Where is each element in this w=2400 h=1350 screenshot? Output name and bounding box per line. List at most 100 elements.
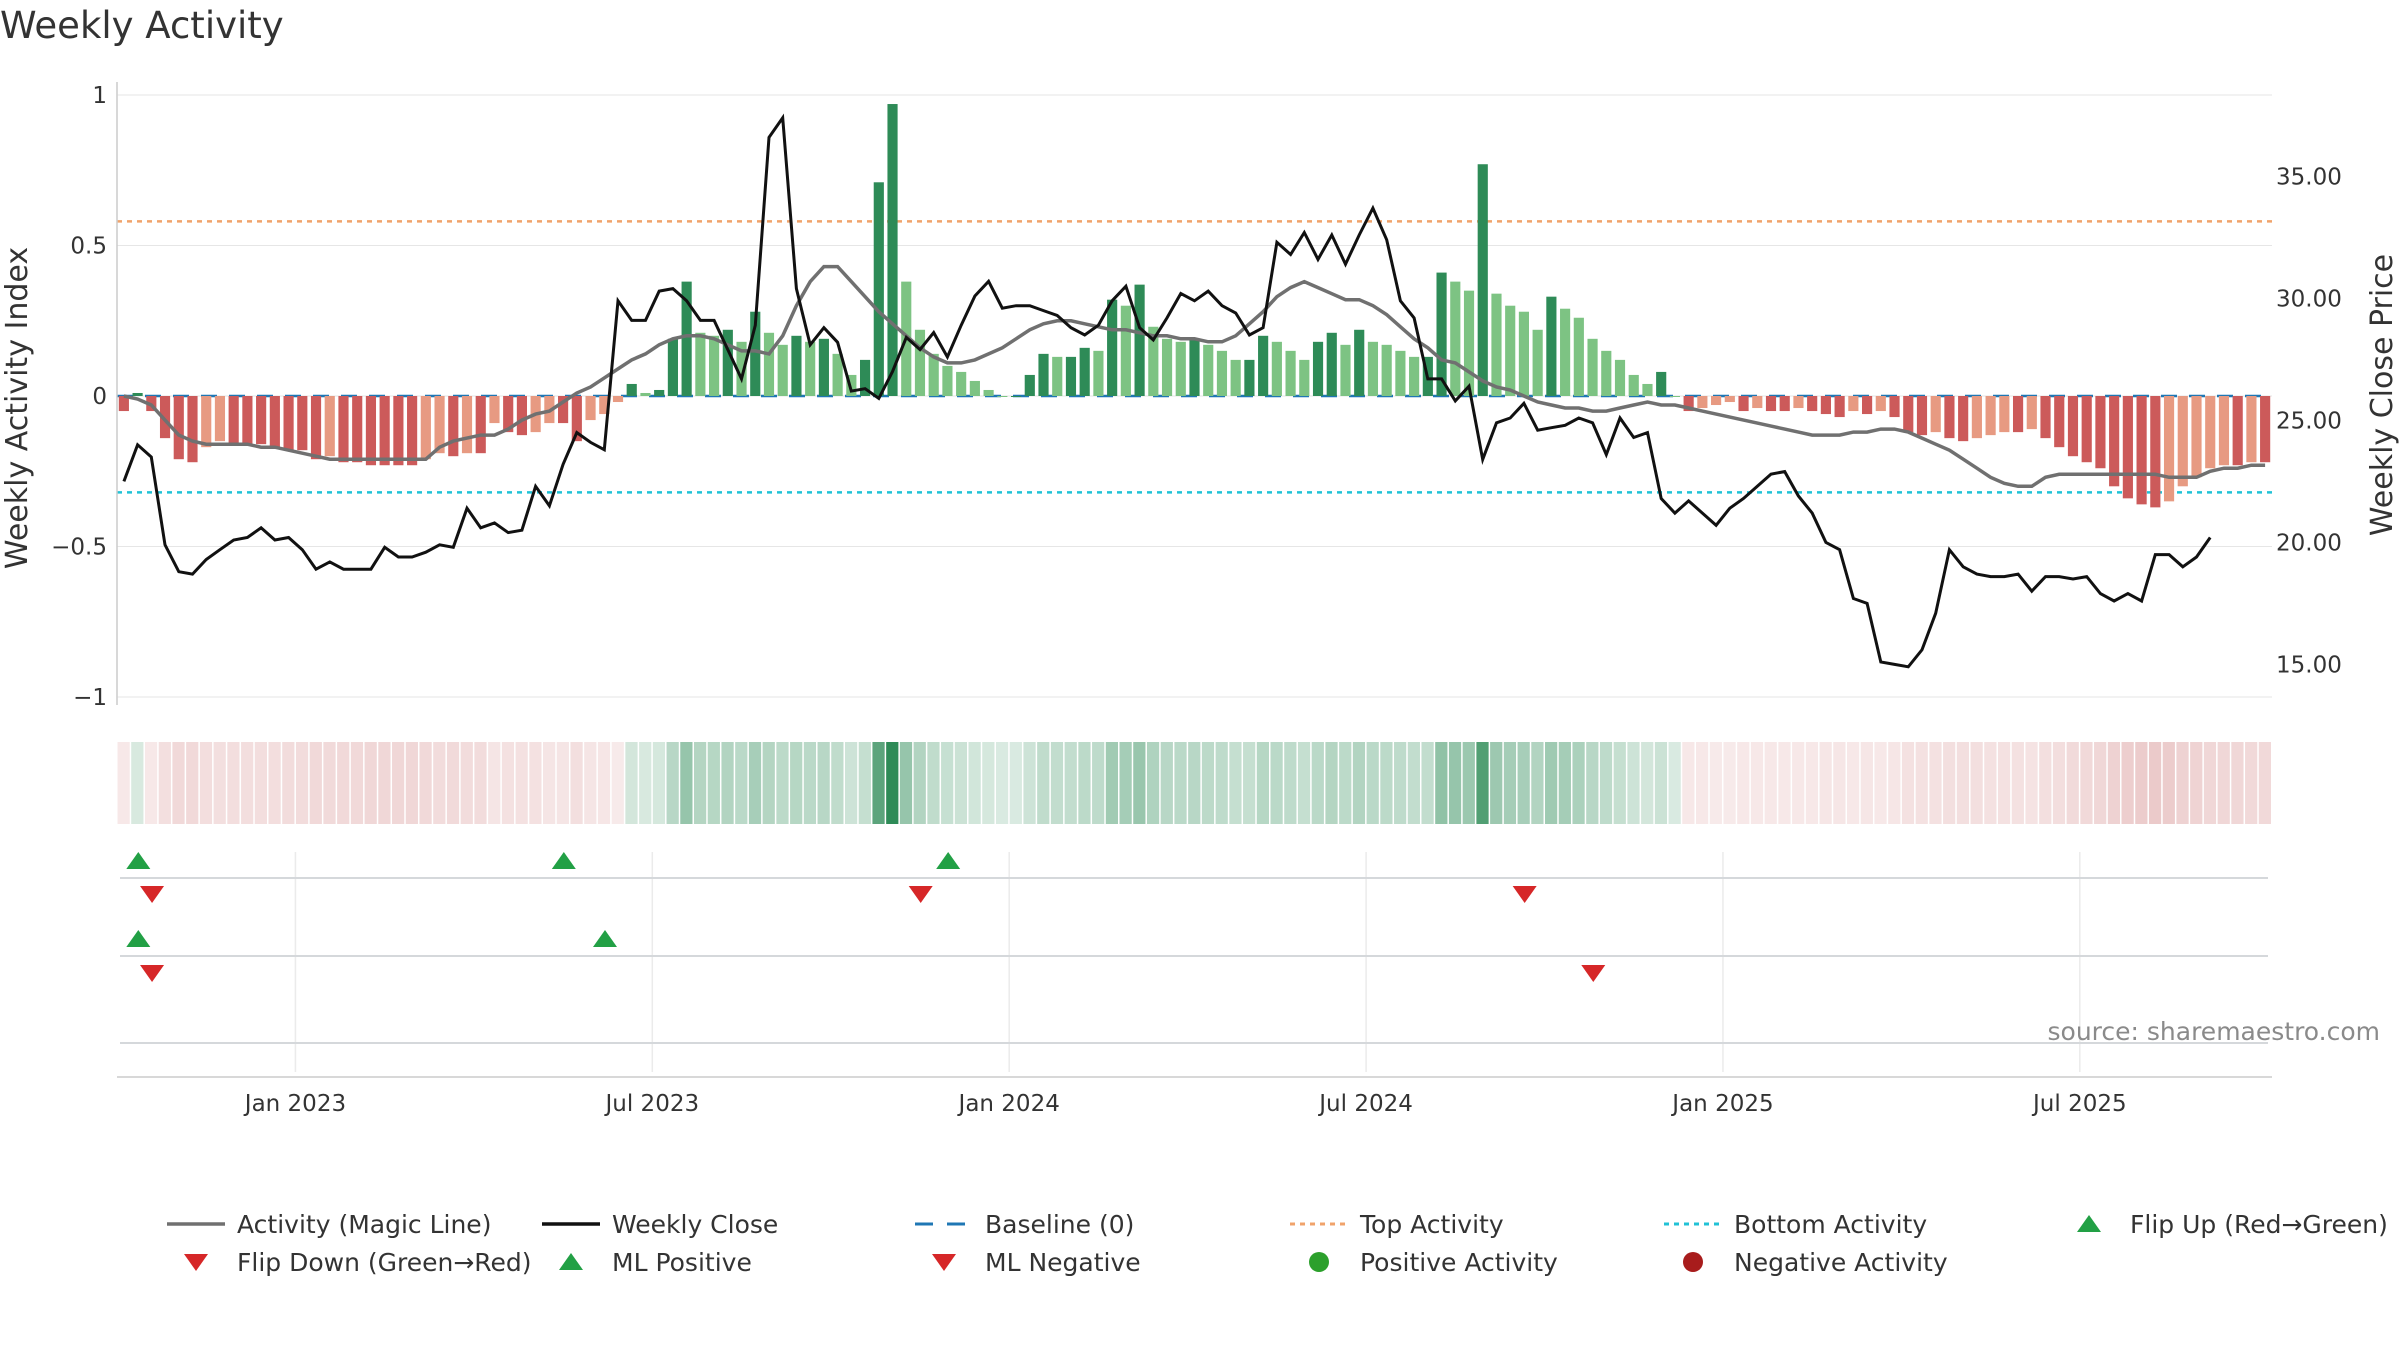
- heat-cell: [1682, 742, 1695, 824]
- heat-cell: [666, 742, 679, 824]
- heat-cell: [419, 742, 432, 824]
- activity-heat-strip: [117, 742, 2271, 824]
- activity-bar: [818, 338, 829, 396]
- heat-cell: [2107, 742, 2121, 824]
- heat-cell: [131, 742, 144, 824]
- activity-bar: [914, 329, 926, 396]
- heat-cell: [1462, 742, 1475, 824]
- heat-cell: [1558, 742, 1571, 824]
- heat-cell: [1119, 742, 1132, 824]
- activity-bar: [1258, 335, 1269, 396]
- heat-cell: [227, 742, 240, 824]
- ml-negative-marker: [140, 965, 165, 982]
- heat-cell: [1229, 742, 1242, 824]
- activity-bar: [859, 359, 871, 396]
- heat-cell: [1846, 742, 1860, 824]
- activity-bar: [159, 396, 171, 439]
- activity-bar: [1065, 356, 1077, 396]
- activity-bar: [2191, 396, 2202, 478]
- heat-cell: [1037, 742, 1050, 824]
- activity-bar: [2122, 396, 2133, 499]
- weekly-close-line: [122, 113, 2212, 669]
- heat-cell: [1297, 742, 1311, 824]
- activity-bar: [1148, 326, 1159, 396]
- heat-cell: [1764, 742, 1777, 824]
- activity-bar: [846, 374, 857, 396]
- legend: Activity (Magic Line) Weekly Close Baselin…: [167, 1210, 2388, 1277]
- activity-bar: [1642, 383, 1653, 396]
- heat-cell: [1078, 742, 1091, 824]
- activity-bar: [269, 396, 280, 448]
- heat-cell: [1146, 742, 1160, 824]
- heat-cell: [1105, 742, 1119, 824]
- activity-bar: [1244, 359, 1255, 396]
- activity-bar: [1354, 329, 1365, 396]
- heat-cell: [1023, 742, 1036, 824]
- activity-bar: [1711, 396, 1722, 406]
- heat-cell: [707, 742, 720, 824]
- heat-cell: [515, 742, 528, 824]
- x-tick-label: Jul 2025: [2031, 1091, 2127, 1117]
- heat-cell: [405, 742, 418, 824]
- heat-cell: [158, 742, 171, 824]
- activity-bar: [1079, 347, 1090, 396]
- ml-positive-marker: [593, 930, 618, 947]
- heat-cell: [1599, 742, 1613, 824]
- activity-bar: [1230, 359, 1241, 396]
- activity-bar: [2260, 396, 2271, 463]
- heat-cell: [831, 742, 844, 824]
- activity-bar: [448, 396, 459, 457]
- heat-cell: [2094, 742, 2107, 824]
- activity-bar: [1285, 350, 1296, 396]
- activity-bar: [1683, 396, 1694, 412]
- y2-axis-title: Weekly Close Price: [2365, 254, 2400, 536]
- activity-bar: [379, 396, 390, 466]
- activity-bar: [1518, 311, 1530, 396]
- y-tick-label: −0.5: [51, 535, 107, 561]
- heat-cell: [2217, 742, 2230, 824]
- activity-bar: [1958, 396, 1969, 442]
- activity-bar: [1779, 396, 1790, 412]
- heat-cell: [556, 742, 569, 824]
- heat-cell: [844, 742, 858, 824]
- heat-cell: [1572, 742, 1585, 824]
- activity-bar: [1189, 338, 1200, 396]
- heat-cell: [1201, 742, 1215, 824]
- heat-cell: [1956, 742, 1970, 824]
- x-tick-label: Jan 2023: [243, 1091, 346, 1117]
- activity-bar: [475, 396, 486, 454]
- heat-cell: [1380, 742, 1393, 824]
- activity-bar: [1326, 332, 1337, 396]
- activity-bar: [1916, 396, 1928, 436]
- activity-bar: [338, 396, 349, 463]
- activity-bar: [763, 332, 775, 396]
- legend-swatch: [1683, 1252, 1703, 1272]
- legend-item-mlneg: ML Negative: [932, 1248, 1141, 1277]
- legend-item-negdot: Negative Activity: [1683, 1248, 1948, 1277]
- activity-bar: [640, 392, 651, 396]
- heat-cell: [1805, 742, 1819, 824]
- x-tick-label: Jan 2024: [957, 1091, 1060, 1117]
- heat-cell: [1943, 742, 1956, 824]
- heat-cell: [872, 742, 885, 824]
- heat-cell: [968, 742, 981, 824]
- activity-bar: [873, 182, 884, 396]
- heat-cell: [2011, 742, 2024, 824]
- activity-bar: [1038, 353, 1049, 396]
- activity-bar: [1875, 396, 1886, 412]
- activity-bar: [1793, 396, 1804, 409]
- activity-bar: [1587, 338, 1598, 396]
- legend-item-flipdown: Flip Down (Green→Red): [184, 1248, 532, 1277]
- heat-cell: [1421, 742, 1434, 824]
- legend-item-magic: Activity (Magic Line): [167, 1210, 491, 1239]
- heat-cell: [433, 742, 446, 824]
- activity-bar: [461, 396, 473, 454]
- activity-bar: [1450, 281, 1461, 396]
- activity-bar: [1628, 374, 1639, 396]
- activity-bar: [1491, 293, 1502, 396]
- heat-cell: [625, 742, 638, 824]
- heat-cell: [1160, 742, 1173, 824]
- activity-bar: [736, 341, 747, 396]
- y-tick-label: 1: [92, 83, 107, 109]
- heat-cell: [460, 742, 473, 824]
